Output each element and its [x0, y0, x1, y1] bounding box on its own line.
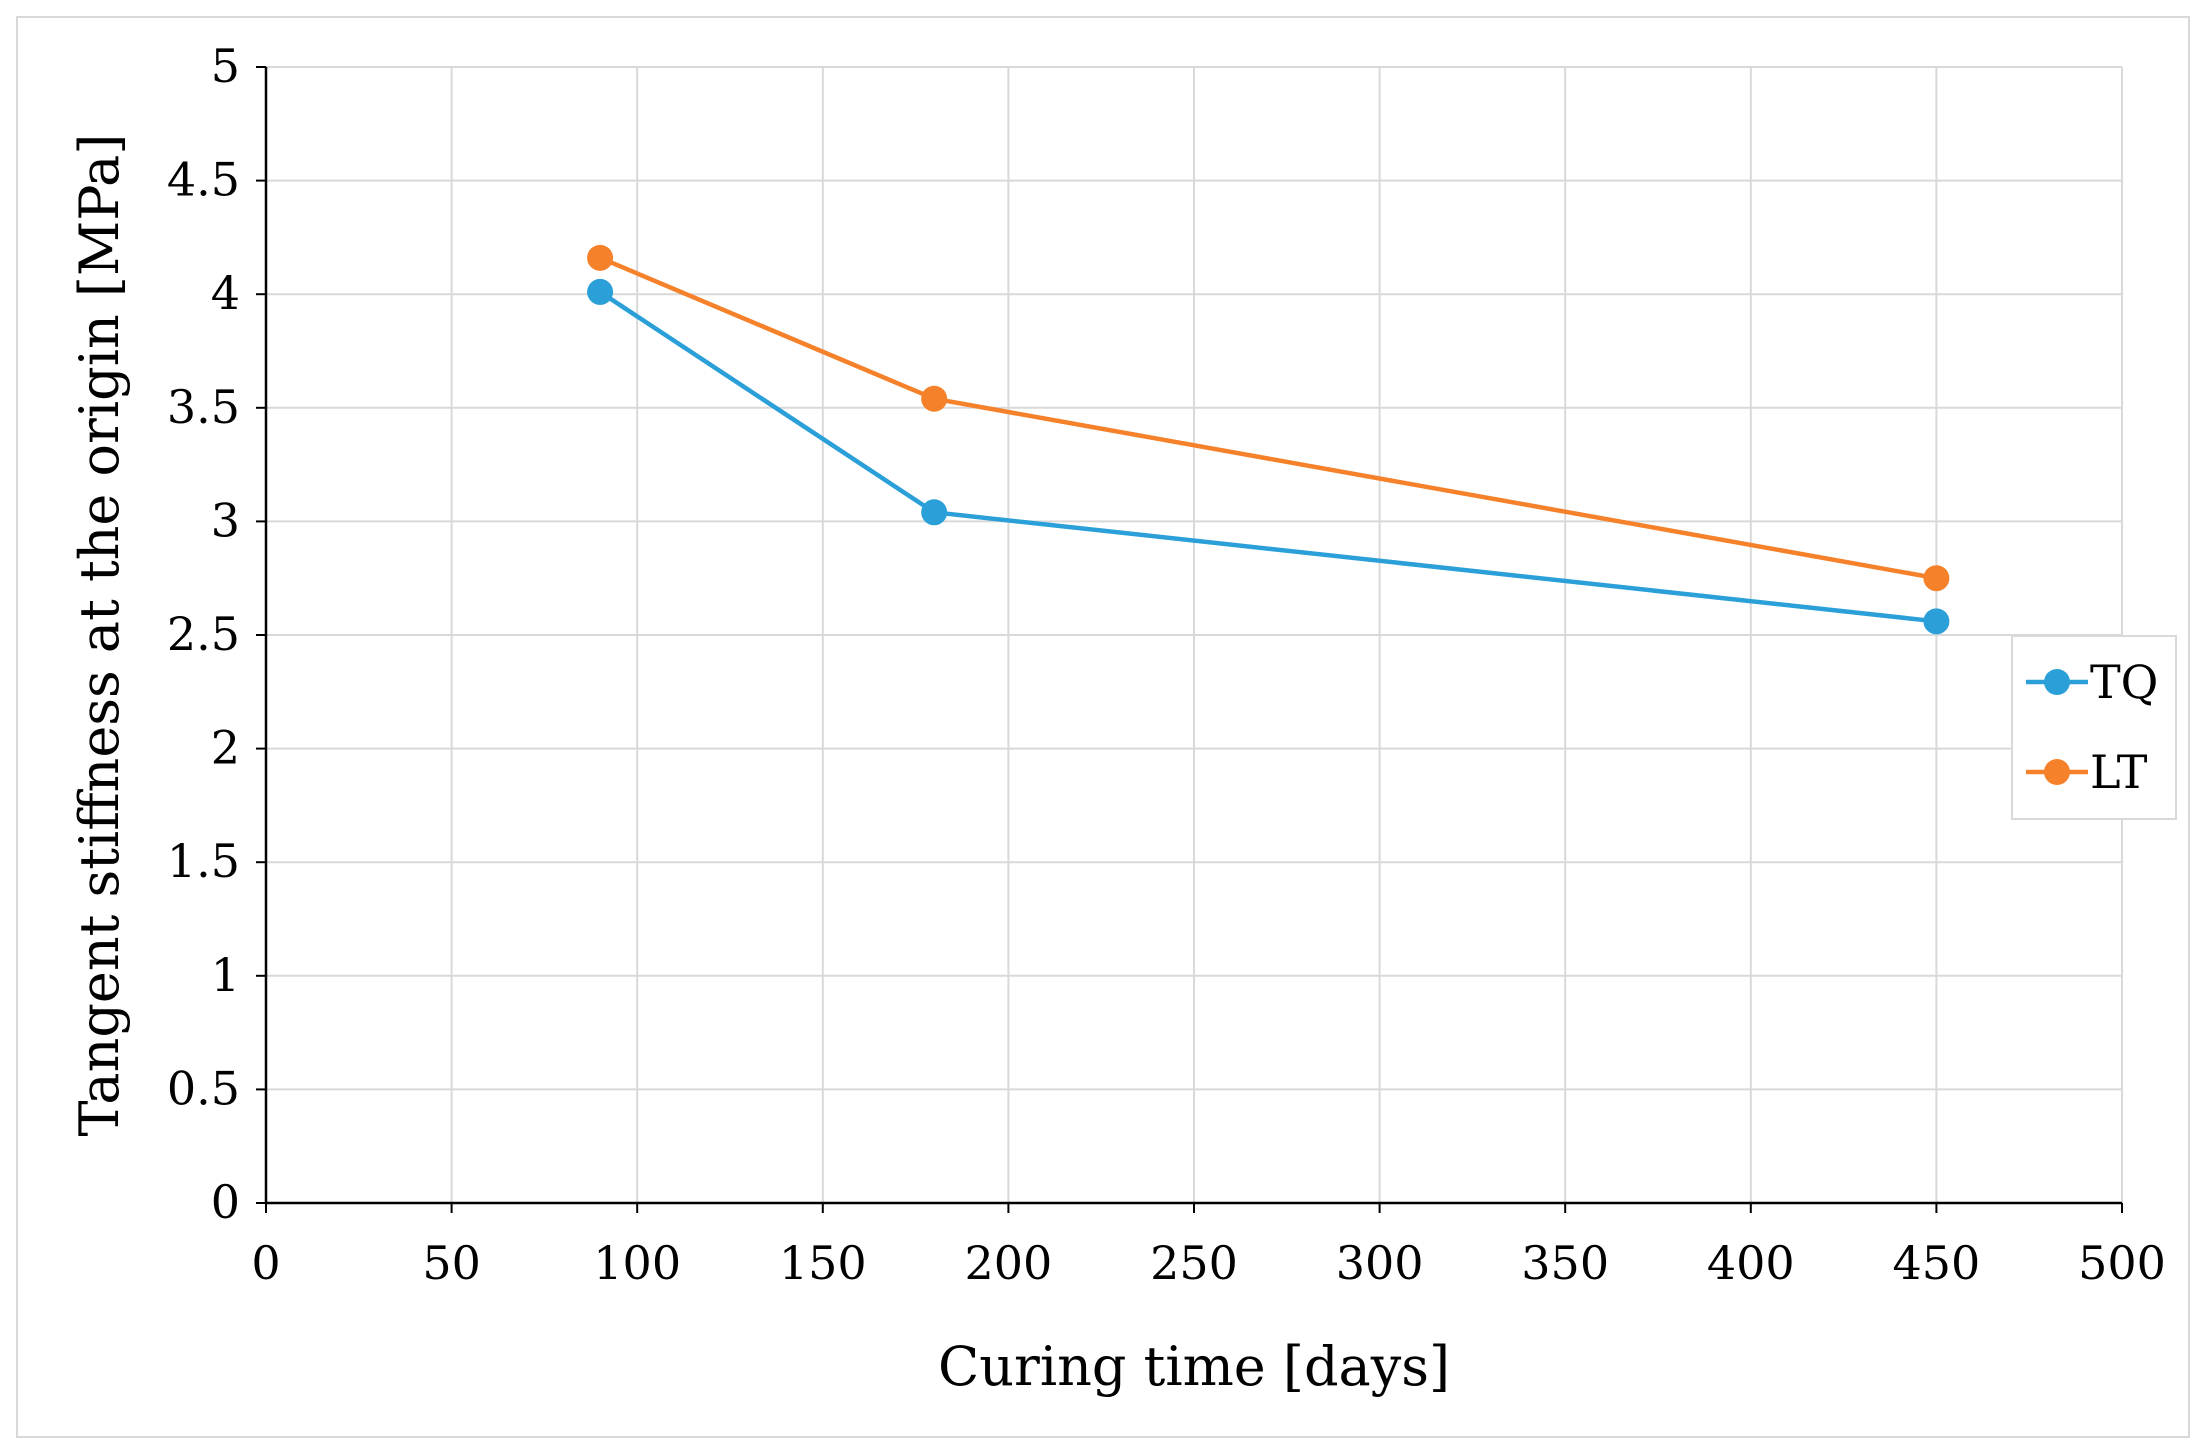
y-tick-label: 0 — [211, 1175, 240, 1229]
data-point-lt — [921, 385, 948, 412]
y-tick-label: 3 — [211, 493, 240, 547]
y-tick-label: 3.5 — [167, 380, 240, 434]
legend: TQ LT — [2011, 635, 2177, 820]
data-point-tq — [1923, 608, 1950, 635]
y-tick-label: 1.5 — [167, 834, 240, 888]
x-tick-label: 100 — [593, 1236, 681, 1290]
series-line-lt — [599, 255, 1937, 581]
data-point-tq — [921, 499, 948, 526]
data-point-lt — [1923, 565, 1950, 592]
x-tick-label: 400 — [1707, 1236, 1795, 1290]
x-tick-label: 300 — [1336, 1236, 1424, 1290]
y-tick-label: 0.5 — [167, 1061, 240, 1115]
data-point-tq — [587, 278, 614, 305]
legend-marker-tq — [2044, 669, 2070, 695]
x-tick-label: 250 — [1150, 1236, 1238, 1290]
chart-frame — [16, 16, 2190, 1438]
x-tick-label: 350 — [1521, 1236, 1609, 1290]
x-tick-label: 450 — [1892, 1236, 1980, 1290]
legend-box — [2011, 635, 2177, 820]
y-tick-label: 2 — [211, 721, 240, 775]
legend-marker-lt — [2044, 759, 2070, 785]
x-tick-label: 0 — [251, 1236, 280, 1290]
series-group — [587, 244, 1950, 635]
x-tick-label: 150 — [779, 1236, 867, 1290]
axes — [256, 66, 2123, 1213]
y-tick-label: 1 — [211, 948, 240, 1002]
grid-lines — [266, 66, 2123, 1203]
legend-label-lt: LT — [2090, 745, 2148, 799]
x-tick-label: 200 — [964, 1236, 1052, 1290]
tick-labels: 0 50 100 150 200 250 300 350 400 450 500 0 0.5 1 1.5 2 2… — [167, 39, 2166, 1290]
y-tick-label: 4.5 — [167, 153, 240, 207]
y-tick-label: 2.5 — [167, 607, 240, 661]
y-tick-label: 5 — [211, 39, 240, 93]
x-tick-label: 50 — [422, 1236, 481, 1290]
data-point-lt — [587, 244, 614, 271]
legend-label-tq: TQ — [2090, 655, 2158, 709]
x-axis-title: Curing time [days] — [938, 1335, 1450, 1398]
y-axis-title: Tangent stiffness at the origin [MPa] — [68, 134, 131, 1137]
x-tick-label: 500 — [2078, 1236, 2166, 1290]
y-tick-label: 4 — [211, 266, 240, 320]
